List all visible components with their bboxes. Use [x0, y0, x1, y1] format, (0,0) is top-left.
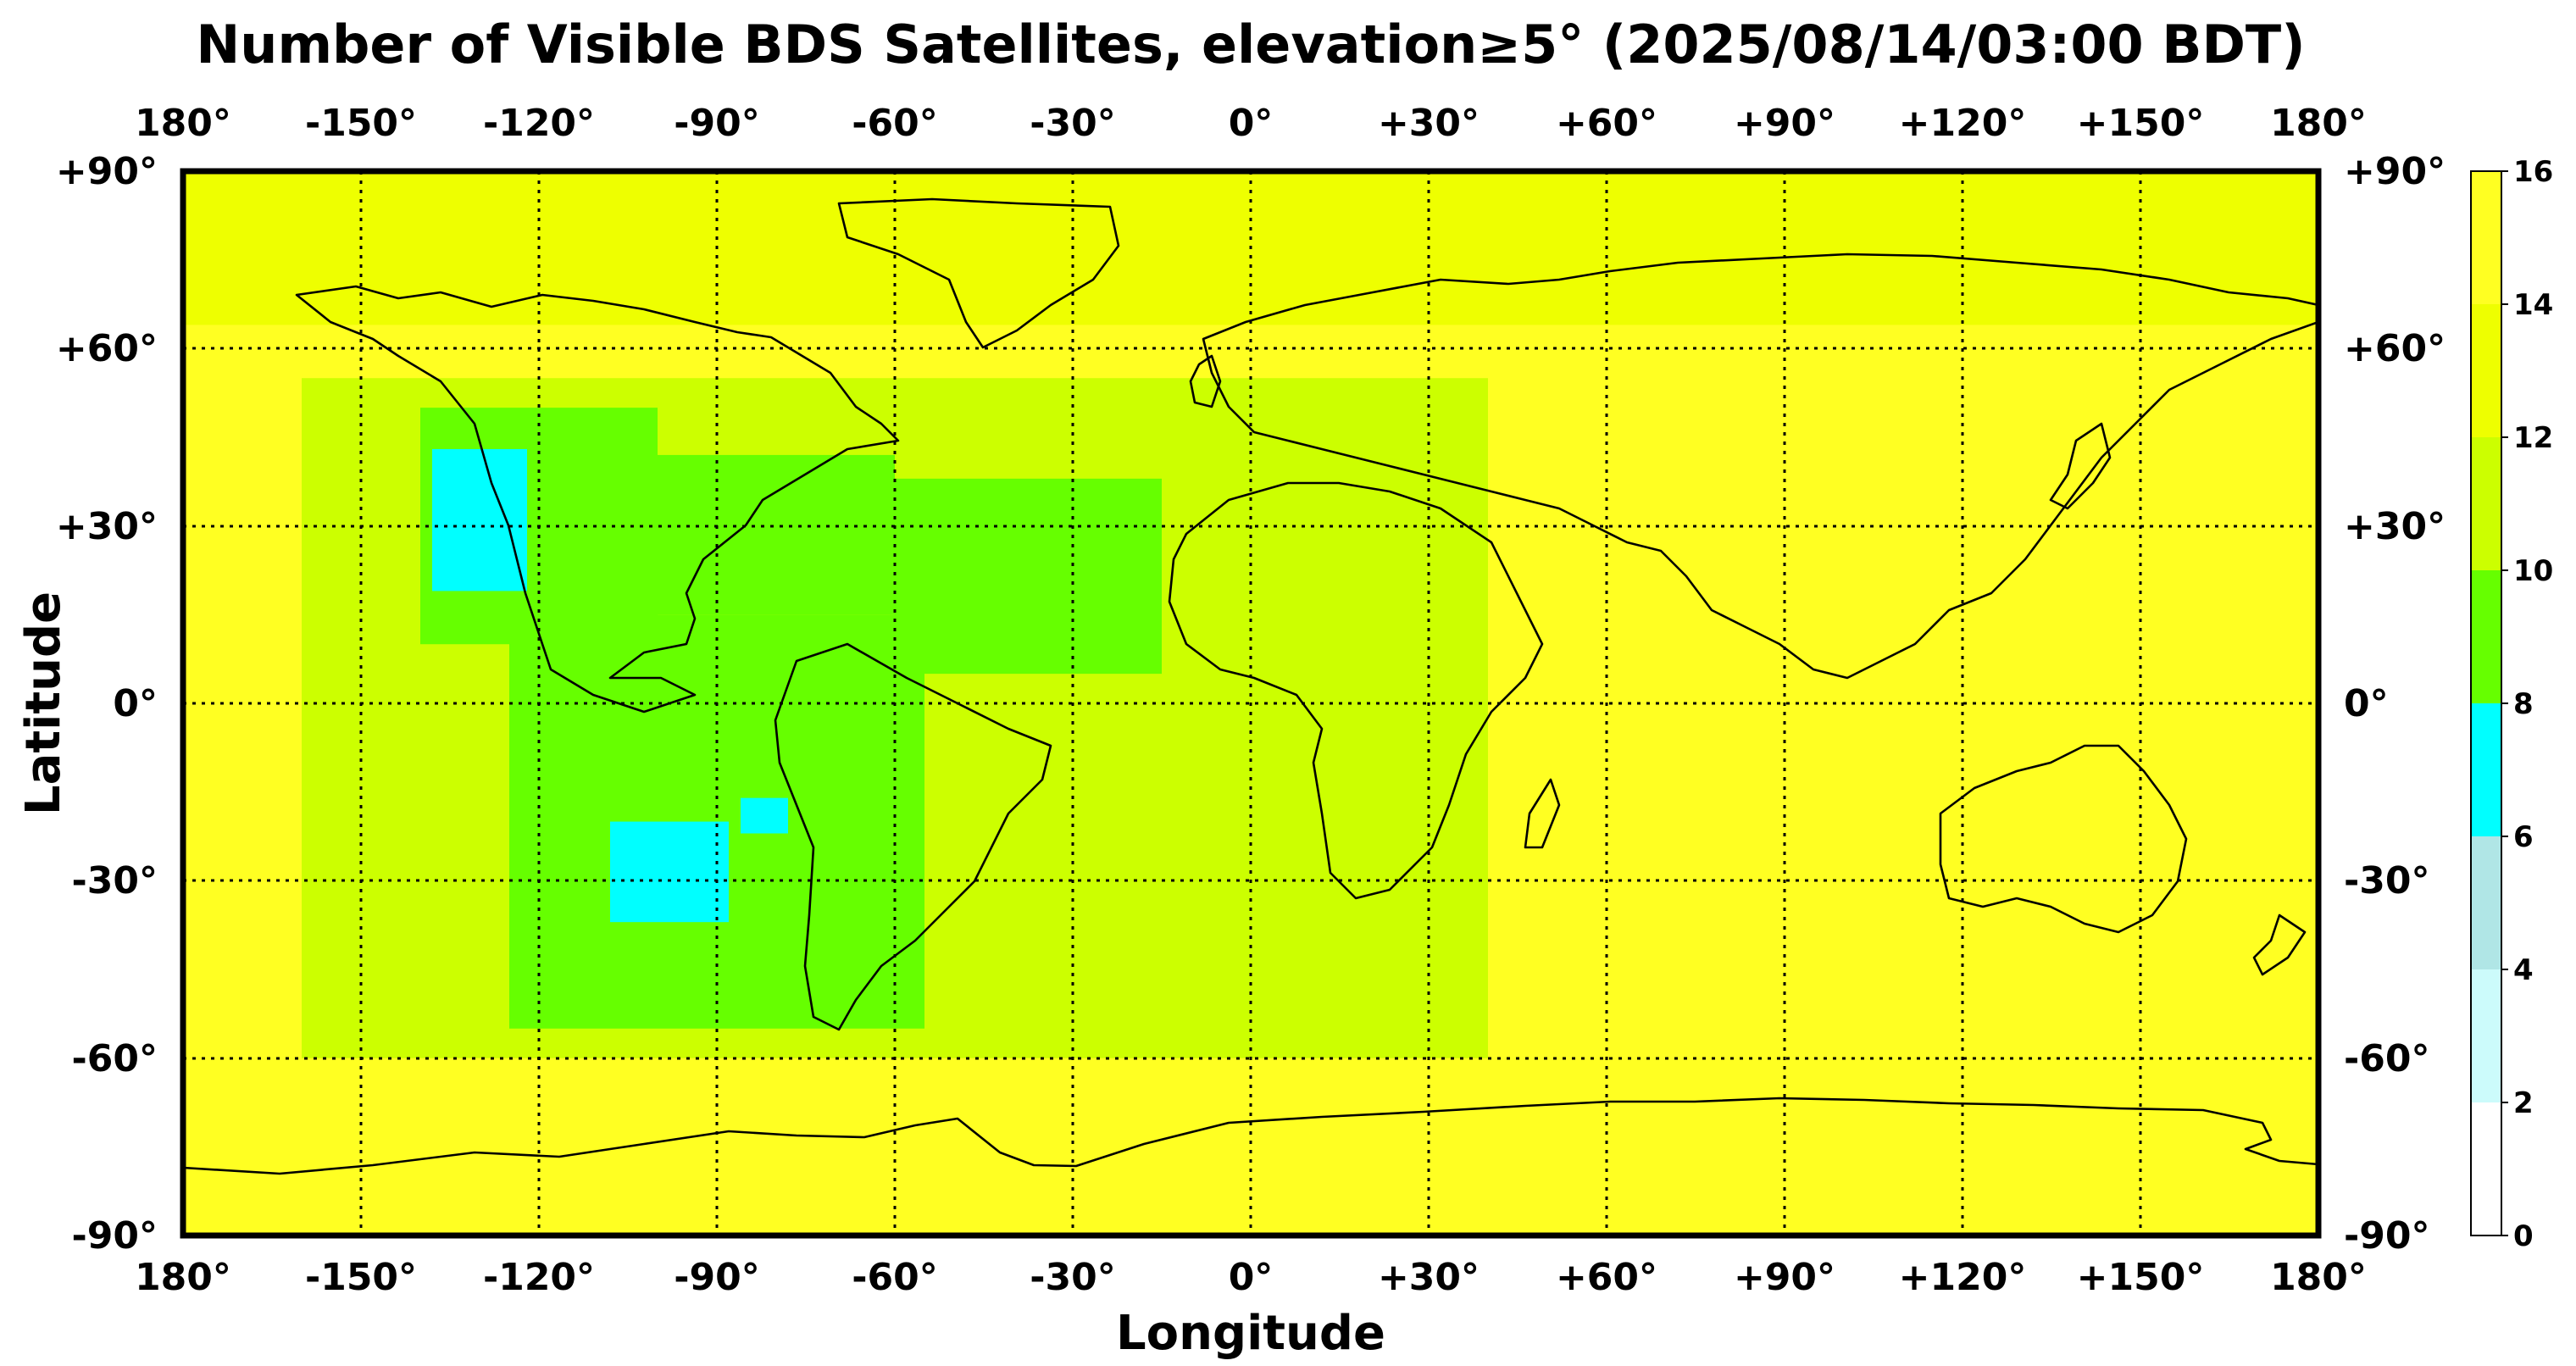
- heatmap-region: [610, 821, 729, 923]
- right-tick-label: +30°: [2344, 505, 2446, 548]
- heatmap-region: [598, 454, 895, 615]
- colorbar-tick-label: 10: [2513, 554, 2553, 588]
- bottom-tick-label: -90°: [674, 1256, 760, 1299]
- bottom-longitude-ticks: 180° -150° -120° -90° -60° -30° 0° +30° …: [135, 1256, 2367, 1299]
- colorbar-segment: [2471, 171, 2501, 304]
- coast-new-zealand: [2252, 913, 2307, 976]
- coastlines: [183, 197, 2318, 1175]
- top-tick-label: +30°: [1378, 102, 1480, 145]
- top-tick-label: 180°: [135, 102, 231, 145]
- left-tick-label: -60°: [72, 1037, 158, 1080]
- coast-japan: [2049, 422, 2112, 510]
- coast-south-america: [774, 642, 1052, 1031]
- right-tick-label: -60°: [2344, 1037, 2430, 1080]
- colorbar-segment: [2471, 1102, 2501, 1236]
- coast-madagascar: [1524, 778, 1561, 849]
- top-tick-label: +150°: [2077, 102, 2205, 145]
- coast-eurasia: [1202, 253, 2318, 680]
- bottom-tick-label: +120°: [1899, 1256, 2027, 1299]
- colorbar-tick-label: 4: [2513, 953, 2534, 987]
- colorbar-segment: [2471, 836, 2501, 969]
- left-tick-label: +60°: [56, 327, 158, 370]
- right-tick-label: -30°: [2344, 859, 2430, 902]
- colorbar-tick-label: 12: [2513, 421, 2553, 455]
- colorbar-tick-label: 2: [2513, 1086, 2534, 1120]
- coast-north-america: [295, 285, 900, 714]
- coast-greenland: [837, 197, 1120, 349]
- gridlines: [183, 171, 2318, 1236]
- left-tick-label: +90°: [56, 150, 158, 193]
- right-tick-label: -90°: [2344, 1214, 2430, 1258]
- colorbar: 0 2 4 6 8 10 12 14 16: [2470, 155, 2553, 1253]
- top-tick-label: -150°: [305, 102, 417, 145]
- right-tick-label: +60°: [2344, 327, 2446, 370]
- bottom-tick-label: -30°: [1030, 1256, 1116, 1299]
- bottom-tick-label: +90°: [1734, 1256, 1835, 1299]
- top-tick-label: +60°: [1556, 102, 1657, 145]
- heatmap-region: [432, 448, 527, 591]
- top-tick-label: +90°: [1734, 102, 1835, 145]
- heatmap-region: [895, 478, 1162, 675]
- bottom-tick-label: +30°: [1378, 1256, 1480, 1299]
- top-tick-label: -120°: [483, 102, 595, 145]
- left-tick-label: +30°: [56, 505, 158, 548]
- bottom-tick-label: -150°: [305, 1256, 417, 1299]
- coast-uk: [1189, 354, 1222, 408]
- bottom-tick-label: -60°: [852, 1256, 938, 1299]
- bottom-tick-label: +60°: [1556, 1256, 1657, 1299]
- colorbar-tick-label: 14: [2513, 288, 2553, 322]
- left-tick-label: 0°: [113, 682, 158, 725]
- colorbar-segment: [2471, 304, 2501, 437]
- colorbar-tick-label: 0: [2513, 1219, 2534, 1253]
- bottom-tick-label: -120°: [483, 1256, 595, 1299]
- left-latitude-ticks: +90° +60° +30° 0° -30° -60° -90°: [56, 150, 158, 1258]
- top-tick-label: -60°: [852, 102, 938, 145]
- y-axis-label: Latitude: [16, 591, 71, 815]
- bottom-tick-label: 180°: [2270, 1256, 2367, 1299]
- colorbar-segment: [2471, 437, 2501, 570]
- top-tick-label: 180°: [2270, 102, 2367, 145]
- colorbar-segment: [2471, 969, 2501, 1102]
- chart-title: Number of Visible BDS Satellites, elevat…: [196, 14, 2305, 75]
- bottom-tick-label: 0°: [1229, 1256, 1274, 1299]
- colorbar-tick-label: 6: [2513, 820, 2534, 854]
- coast-antarctica: [183, 1097, 2318, 1175]
- top-tick-label: -30°: [1030, 102, 1116, 145]
- top-tick-label: -90°: [674, 102, 760, 145]
- bottom-tick-label: 180°: [135, 1256, 231, 1299]
- right-tick-label: 0°: [2344, 682, 2389, 725]
- colorbar-segment: [2471, 703, 2501, 836]
- coast-africa: [1168, 481, 1544, 900]
- right-tick-label: +90°: [2344, 150, 2446, 193]
- top-tick-label: +120°: [1899, 102, 2027, 145]
- bottom-tick-label: +150°: [2077, 1256, 2205, 1299]
- left-tick-label: -30°: [72, 859, 158, 902]
- left-tick-label: -90°: [72, 1214, 158, 1258]
- colorbar-segment: [2471, 570, 2501, 703]
- top-longitude-ticks: 180° -150° -120° -90° -60° -30° 0° +30° …: [135, 102, 2367, 145]
- x-axis-label: Longitude: [1116, 1306, 1385, 1361]
- colorbar-tick-label: 8: [2513, 687, 2534, 721]
- heatmap-region: [741, 797, 788, 834]
- map-frame: [180, 168, 2322, 1239]
- colorbar-tick-label: 16: [2513, 155, 2553, 189]
- right-latitude-ticks: +90° +60° +30° 0° -30° -60° -90°: [2344, 150, 2446, 1258]
- top-tick-label: 0°: [1229, 102, 1274, 145]
